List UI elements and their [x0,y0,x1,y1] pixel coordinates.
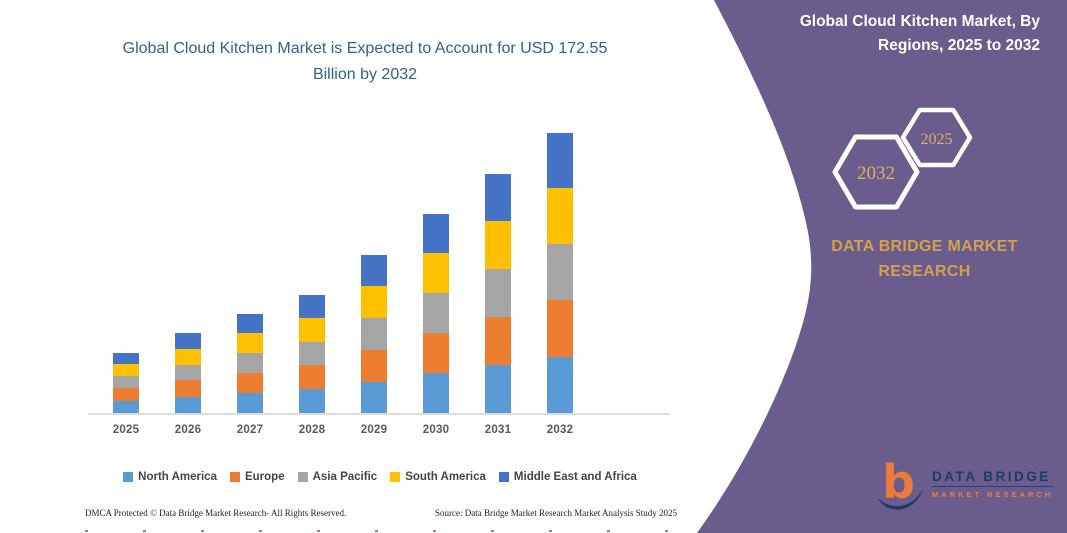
bar-segment-middle-east-and-africa [299,294,325,318]
bar-segment-europe [485,316,511,366]
bar-segment-middle-east-and-africa [175,333,201,349]
legend-swatch-middle-east-and-africa [498,472,509,482]
bar-segment-north-america [299,389,325,413]
bar-segment-south-america [547,187,573,244]
side-panel-purple-shape [697,0,1067,533]
logo-subtitle: MARKET RESEARCH [932,490,1054,499]
bar-segment-middle-east-and-africa [547,133,573,188]
legend-item-europe: Europe [229,471,285,483]
legend-swatch-europe [229,472,240,482]
bar-segment-south-america [175,348,201,365]
hexagon-year-2025: 2025 [921,131,953,148]
x-axis-label-2027: 2027 [236,424,264,436]
legend-swatch-north-america [123,472,134,482]
bar-segment-europe [175,380,201,397]
bar-segment-middle-east-and-africa [113,352,139,365]
side-panel-heading: Global Cloud Kitchen Market, By Regions,… [799,13,1040,54]
hexagon-outline-2032 [832,134,920,210]
legend-item-middle-east-and-africa: Middle East and Africa [498,471,637,483]
stacked-bar-2032 [547,133,573,413]
bar-segment-north-america [485,365,511,413]
bar-segment-asia-pacific [299,341,325,366]
bar-segment-south-america [361,285,387,318]
bar-segment-middle-east-and-africa [361,254,387,286]
bar-segment-north-america [175,396,201,413]
stacked-bar-2025 [113,352,139,413]
footer-source: Source: Data Bridge Market Research Mark… [435,508,677,518]
bar-segment-asia-pacific [113,376,139,389]
dbmr-logo: b DATA BRIDGE MARKET RESEARCH [878,456,1058,512]
x-axis-label-2028: 2028 [298,424,326,436]
x-axis-label-2030: 2030 [422,424,450,436]
legend-label-south-america: South America [405,471,486,483]
logo-b-icon: b [878,456,923,510]
stacked-bar-2026 [175,333,201,413]
legend-label-middle-east-and-africa: Middle East and Africa [513,471,637,483]
legend-swatch-asia-pacific [297,472,308,482]
hexagon-year-2032: 2032 [857,163,895,184]
logo-swoosh [878,489,923,510]
bar-segment-asia-pacific [237,353,263,373]
footer: DMCA Protected © Data Bridge Market Rese… [85,508,677,518]
stacked-bar-2028 [299,294,325,413]
legend-label-europe: Europe [244,471,285,483]
bar-segment-north-america [423,373,449,413]
bar-segment-north-america [237,393,263,413]
x-axis-label-2032: 2032 [546,424,574,436]
logo-title: DATA BRIDGE [932,469,1054,487]
footer-copyright: DMCA Protected © Data Bridge Market Rese… [85,508,347,518]
bar-segment-asia-pacific [175,364,201,381]
logo-text: DATA BRIDGE MARKET RESEARCH [932,469,1054,499]
forecast-years-hexagons: 2032 2025 [832,107,973,210]
stacked-bar-2031 [485,173,511,413]
legend-item-asia-pacific: Asia Pacific [297,471,378,483]
bar-segment-asia-pacific [547,243,573,301]
legend-item-north-america: North America [123,471,217,483]
bar-segment-north-america [547,356,573,413]
bar-segment-north-america [113,400,139,413]
logo-monogram: b [882,456,915,509]
stacked-bar-2030 [423,214,449,413]
x-axis-label-2031: 2031 [484,424,512,436]
bar-segment-europe [547,300,573,357]
bar-segment-europe [361,349,387,382]
x-axis-label-2029: 2029 [360,424,388,436]
bar-segment-south-america [299,317,325,342]
legend-item-south-america: South America [390,471,486,483]
bar-segment-middle-east-and-africa [423,214,449,254]
bar-segment-asia-pacific [485,268,511,317]
legend-swatch-south-america [390,472,401,482]
bar-segment-europe [113,388,139,401]
footer-dotted-rule [85,530,685,532]
brand-wordmark: DATA BRIDGE MARKET RESEARCH [831,238,1018,280]
x-axis-label-2025: 2025 [112,424,140,436]
legend: North America Europe Asia Pacific South Ame… [85,471,675,483]
bar-segment-middle-east-and-africa [237,314,263,334]
plot-area: 2025 2026 2027 2028 2029 2030 2031 2032 [88,133,670,436]
bar-segment-middle-east-and-africa [485,173,511,221]
bar-segment-south-america [113,364,139,377]
bar-segment-north-america [361,381,387,413]
stacked-bar-2027 [237,314,263,413]
bar-segment-europe [237,372,263,394]
chart-title: Global Cloud Kitchen Market is Expected … [122,40,608,83]
legend-label-north-america: North America [138,471,217,483]
x-axis-label-2026: 2026 [174,424,202,436]
x-axis-line [88,413,670,415]
bar-segment-europe [299,365,325,390]
legend-label-asia-pacific: Asia Pacific [312,471,378,483]
bar-segment-asia-pacific [423,292,449,333]
bar-segment-south-america [485,220,511,269]
bar-segment-south-america [237,333,263,354]
bar-segment-europe [423,332,449,374]
stacked-bar-2029 [361,254,387,413]
hexagon-outline-2025 [900,107,973,168]
bar-segment-asia-pacific [361,317,387,350]
bar-segment-south-america [423,253,449,293]
